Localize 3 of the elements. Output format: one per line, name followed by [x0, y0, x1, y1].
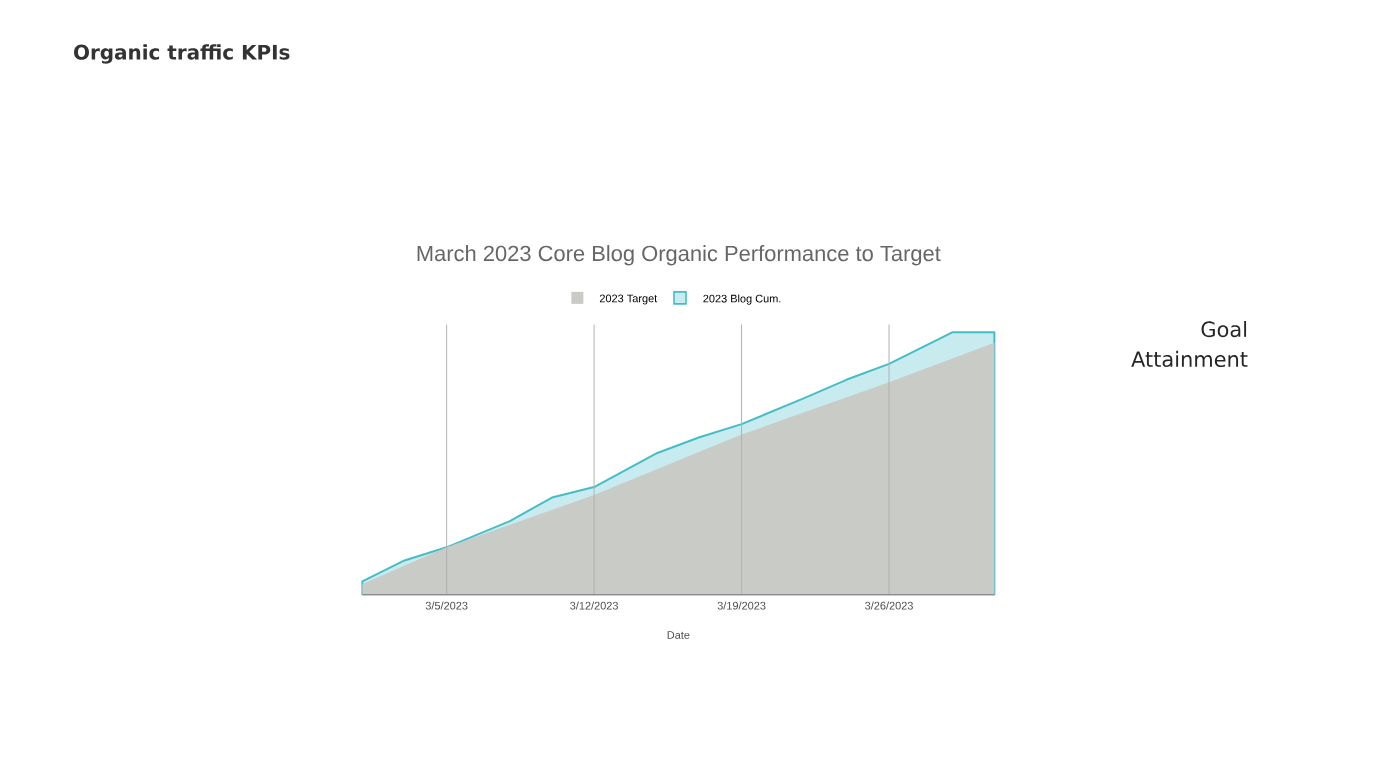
chart-title: March 2023 Core Blog Organic Performance to Target: [417, 245, 941, 266]
text: Goal Attainment: [1131, 320, 1248, 368]
text: Organic traffic KPIs: [74, 44, 290, 64]
